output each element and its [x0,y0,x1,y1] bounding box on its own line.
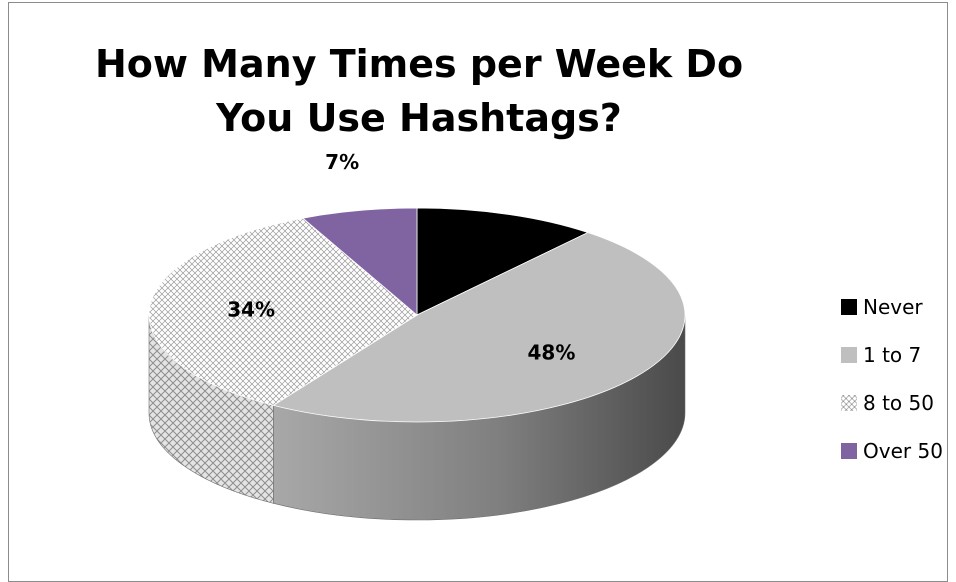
legend-item-1-to-7: 1 to 7 [841,331,943,379]
legend-swatch-over-50 [841,443,857,459]
legend-label-never: Never [863,295,923,319]
data-label-never: 11% [449,239,497,263]
pie-slice-never [416,207,589,316]
data-label-1-to-7: 48% [527,340,575,364]
chart-frame: How Many Times per Week Do You Use Hasht… [8,2,948,582]
data-label-8-to-50: 34% [227,297,275,321]
data-label-over-50: 7% [325,150,359,174]
pie-slice-over-50 [301,207,418,316]
legend-swatch-1-to-7 [841,347,857,363]
legend-label-1-to-7: 1 to 7 [863,343,922,367]
legend-label-over-50: Over 50 [863,439,943,463]
legend-swatch-never [841,299,857,315]
chart-title: How Many Times per Week Do You Use Hasht… [94,42,744,140]
pie-slice-8-to-50 [148,217,418,406]
legend-item-never: Never [841,283,943,331]
legend-item-over-50: Over 50 [841,427,943,475]
pie-chart: 11% 48% 34% 7% [148,150,686,521]
legend-swatch-8-to-50 [841,395,857,411]
legend-item-8-to-50: 8 to 50 [841,379,943,427]
pie-slice-1-to-7 [272,232,686,423]
chart-legend: Never 1 to 7 8 to 50 Over 50 [841,283,943,475]
legend-label-8-to-50: 8 to 50 [863,391,934,415]
